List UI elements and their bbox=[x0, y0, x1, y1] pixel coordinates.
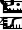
Title: FIG.  2: FIG. 2 bbox=[0, 0, 22, 10]
